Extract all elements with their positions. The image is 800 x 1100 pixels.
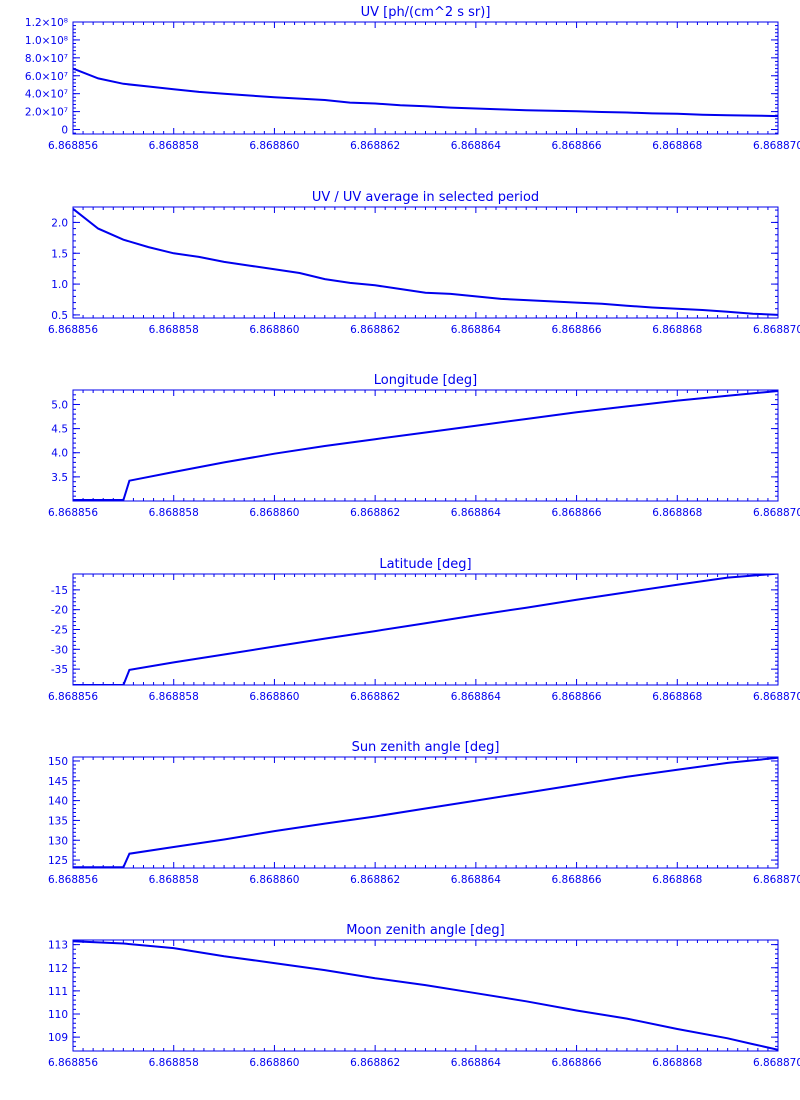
- x-tick-label: 6.868860: [249, 140, 299, 152]
- x-tick-label: 6.868856: [48, 507, 98, 519]
- x-tick-label: 6.868862: [350, 507, 400, 519]
- y-tick-label: 0: [61, 125, 68, 137]
- chart-title: Sun zenith angle [deg]: [352, 740, 500, 755]
- x-tick-label: 6.868868: [652, 324, 702, 336]
- x-tick-label: 6.868868: [652, 874, 702, 886]
- series-line: [73, 940, 778, 1051]
- x-tick-label: 6.868868: [652, 691, 702, 703]
- x-tick-label: 6.868868: [652, 140, 702, 152]
- y-tick-label: -30: [51, 644, 68, 656]
- series-line: [73, 574, 778, 685]
- y-tick-label: 135: [48, 815, 68, 827]
- x-tick-label: 6.868858: [149, 324, 199, 336]
- x-tick-label: 6.868870: [753, 874, 800, 886]
- chart-title: UV / UV average in selected period: [312, 190, 539, 205]
- x-tick-label: 6.868862: [350, 140, 400, 152]
- y-tick-label: 4.5: [51, 424, 68, 436]
- y-tick-label: 1.0: [51, 279, 68, 291]
- chart-title: Longitude [deg]: [374, 373, 477, 388]
- y-tick-label: 113: [48, 940, 68, 952]
- x-tick-label: 6.868860: [249, 874, 299, 886]
- chart-panel-4: Latitude [deg] 6.868856 6.868858 6.868860 6.…: [48, 557, 800, 703]
- x-tick-label: 6.868870: [753, 691, 800, 703]
- series-line: [73, 390, 778, 501]
- y-tick-label: -35: [51, 664, 68, 676]
- x-tick-label: 6.868858: [149, 140, 199, 152]
- y-tick-label: 8.0×10⁷: [25, 53, 68, 65]
- x-tick-label: 6.868860: [249, 507, 299, 519]
- x-tick-label: 6.868870: [753, 324, 800, 336]
- chart-title: Latitude [deg]: [379, 557, 471, 572]
- x-tick-label: 6.868864: [451, 691, 501, 703]
- x-tick-label: 6.868860: [249, 324, 299, 336]
- chart-title: UV [ph/(cm^2 s sr)]: [361, 5, 491, 20]
- y-tick-label: 4.0: [51, 448, 68, 460]
- y-tick-label: 0.5: [51, 310, 68, 322]
- x-tick-label: 6.868866: [552, 1057, 602, 1069]
- y-tick-label: 6.0×10⁷: [25, 71, 68, 83]
- chart-title: Moon zenith angle [deg]: [346, 923, 504, 938]
- y-tick-label: 2.0×10⁷: [25, 107, 68, 119]
- x-tick-label: 6.868866: [552, 874, 602, 886]
- x-tick-label: 6.868868: [652, 1057, 702, 1069]
- y-tick-label: -15: [51, 585, 68, 597]
- x-tick-label: 6.868862: [350, 874, 400, 886]
- x-tick-label: 6.868864: [451, 874, 501, 886]
- y-tick-label: 140: [48, 796, 68, 808]
- chart-panel-6: Moon zenith angle [deg] 6.868856 6.868858 6…: [48, 923, 800, 1069]
- y-tick-label: -20: [51, 605, 68, 617]
- x-tick-label: 6.868858: [149, 874, 199, 886]
- x-tick-label: 6.868864: [451, 140, 501, 152]
- x-tick-label: 6.868858: [149, 1057, 199, 1069]
- y-tick-label: 111: [48, 986, 68, 998]
- x-tick-label: 6.868856: [48, 1057, 98, 1069]
- x-tick-label: 6.868870: [753, 140, 800, 152]
- y-tick-label: 109: [48, 1032, 68, 1044]
- x-tick-label: 6.868864: [451, 324, 501, 336]
- y-tick-label: 130: [48, 835, 68, 847]
- x-tick-label: 6.868862: [350, 1057, 400, 1069]
- x-tick-label: 6.868858: [149, 507, 199, 519]
- y-tick-label: 125: [48, 855, 68, 867]
- y-tick-label: 4.0×10⁷: [25, 89, 68, 101]
- x-tick-label: 6.868862: [350, 691, 400, 703]
- y-tick-label: 145: [48, 776, 68, 788]
- x-tick-label: 6.868856: [48, 691, 98, 703]
- x-tick-label: 6.868866: [552, 140, 602, 152]
- y-tick-label: 112: [48, 963, 68, 975]
- x-tick-label: 6.868870: [753, 1057, 800, 1069]
- x-tick-label: 6.868856: [48, 140, 98, 152]
- y-tick-label: 1.5: [51, 248, 68, 260]
- chart-panel-5: Sun zenith angle [deg] 6.868856 6.868858 6.…: [48, 740, 800, 886]
- x-tick-label: 6.868860: [249, 1057, 299, 1069]
- x-tick-label: 6.868856: [48, 324, 98, 336]
- chart-panel-1: UV [ph/(cm^2 s sr)] 6.868856 6.868858 6.868…: [25, 5, 800, 152]
- x-tick-label: 6.868870: [753, 507, 800, 519]
- series-line: [73, 67, 778, 118]
- x-tick-label: 6.868864: [451, 507, 501, 519]
- x-tick-label: 6.868860: [249, 691, 299, 703]
- chart-panel-3: Longitude [deg] 6.868856 6.868858 6.868860 6…: [48, 373, 800, 519]
- x-tick-label: 6.868866: [552, 324, 602, 336]
- x-tick-label: 6.868866: [552, 507, 602, 519]
- y-tick-label: 1.0×10⁸: [25, 35, 68, 47]
- x-tick-label: 6.868868: [652, 507, 702, 519]
- x-tick-label: 6.868864: [451, 1057, 501, 1069]
- x-tick-label: 6.868862: [350, 324, 400, 336]
- y-tick-label: 150: [48, 756, 68, 768]
- y-tick-label: 3.5: [51, 472, 68, 484]
- y-tick-label: 2.0: [51, 217, 68, 229]
- x-tick-label: 6.868858: [149, 691, 199, 703]
- series-line: [73, 208, 778, 316]
- x-tick-label: 6.868856: [48, 874, 98, 886]
- x-tick-label: 6.868866: [552, 691, 602, 703]
- y-tick-label: 5.0: [51, 399, 68, 411]
- y-tick-label: -25: [51, 625, 68, 637]
- y-tick-label: 1.2×10⁸: [25, 17, 68, 29]
- y-tick-label: 110: [48, 1009, 68, 1021]
- chart-panel-2: UV / UV average in selected period 6.8688…: [48, 190, 800, 336]
- series-line: [73, 757, 778, 868]
